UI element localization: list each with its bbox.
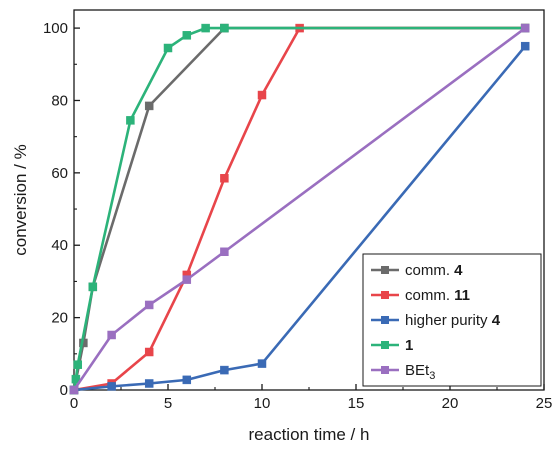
x-tick-label: 15 (348, 395, 365, 412)
x-tick-label: 0 (70, 395, 78, 412)
data-point (144, 379, 154, 388)
legend-swatch-marker (381, 341, 389, 349)
x-tick-label: 10 (254, 395, 271, 412)
data-point (257, 359, 267, 368)
data-point (107, 330, 116, 340)
legend-label: 1 (405, 337, 413, 354)
x-tick-label: 20 (442, 395, 459, 412)
series-line (72, 27, 526, 391)
data-point (182, 375, 192, 385)
y-axis-title: conversion / % (11, 144, 30, 256)
data-point (144, 347, 154, 357)
y-tick-label: 20 (51, 310, 68, 327)
data-point (73, 360, 83, 369)
data-point (182, 275, 192, 284)
data-point (107, 382, 116, 391)
data-point (69, 385, 79, 395)
series-layer (69, 23, 530, 395)
series-5 (69, 23, 530, 395)
legend-label: comm. 4 (405, 262, 463, 279)
legend-swatch-marker (381, 366, 389, 374)
y-tick-label: 40 (51, 237, 68, 254)
data-point (144, 300, 154, 310)
x-tick-label: 25 (536, 395, 553, 412)
data-point (126, 116, 135, 125)
data-point (220, 365, 229, 375)
data-point (144, 101, 154, 111)
data-point (520, 41, 530, 51)
series-line (72, 26, 526, 391)
legend-label: comm. 11 (405, 287, 470, 304)
x-axis: 0 5 10 15 20 25 (70, 384, 553, 412)
data-point (520, 23, 530, 33)
y-tick-label: 60 (51, 165, 68, 182)
data-point (163, 43, 173, 53)
data-point (220, 247, 229, 257)
y-tick-label: 0 (60, 382, 68, 399)
data-point (220, 23, 229, 33)
data-point (220, 174, 229, 183)
series-line (73, 26, 526, 392)
data-point (88, 282, 98, 292)
legend-item: BEt3 (371, 362, 435, 382)
legend-swatch-marker (381, 291, 389, 299)
legend-item: comm. 4 (371, 262, 463, 279)
legend-item: higher purity 4 (371, 312, 501, 329)
legend-swatch-marker (381, 316, 389, 324)
y-tick-label: 80 (51, 92, 68, 109)
data-point (182, 31, 192, 40)
legend-item: 1 (371, 337, 413, 354)
legend-label: BEt3 (405, 362, 435, 382)
legend-swatch-marker (381, 266, 389, 274)
legend: comm. 4 comm. 11 higher purity 4 1 BEt3 (362, 253, 542, 387)
y-tick-label: 100 (43, 20, 68, 37)
x-axis-title: reaction time / h (249, 425, 370, 444)
legend-label: higher purity 4 (405, 312, 501, 329)
x-tick-label: 5 (164, 395, 172, 412)
legend-item: comm. 11 (371, 287, 470, 304)
data-point (201, 23, 210, 33)
data-point (257, 90, 267, 100)
